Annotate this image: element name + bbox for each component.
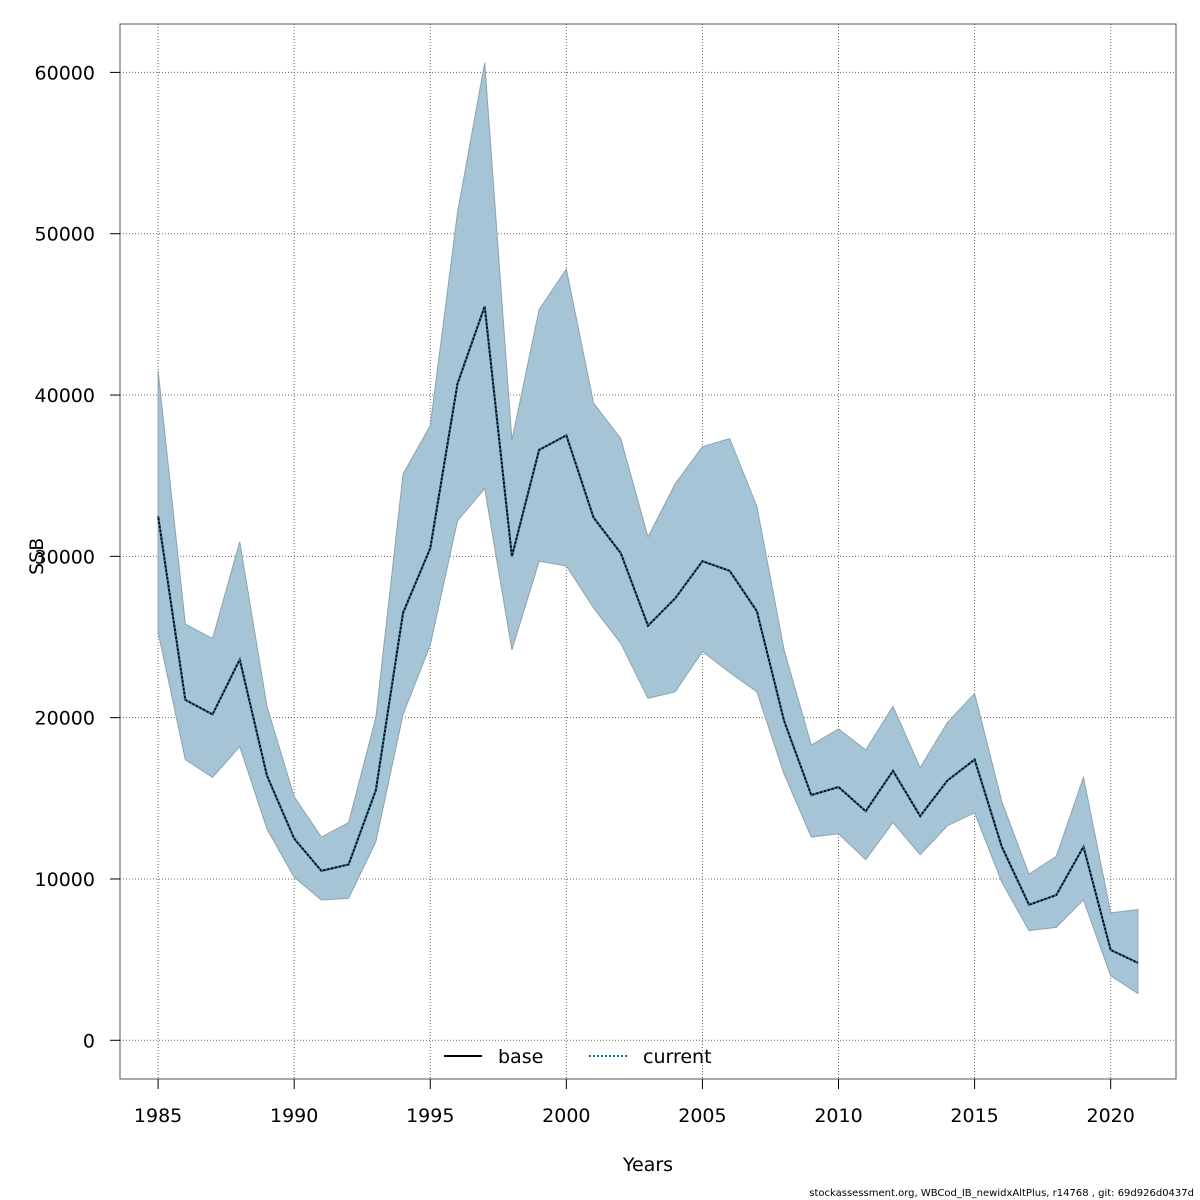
series-layer — [157, 305, 1139, 964]
x-axis-title: Years — [622, 1154, 673, 1176]
y-tick-label: 40000 — [35, 385, 95, 407]
legend-label-current: current — [643, 1046, 712, 1068]
y-tick-label: 30000 — [35, 546, 95, 568]
y-tick-label: 60000 — [35, 62, 95, 84]
legend-label-base: base — [498, 1046, 543, 1068]
x-tick-label: 1990 — [270, 1105, 318, 1127]
x-tick-label: 2010 — [814, 1105, 862, 1127]
footer-note: stockassessment.org, WBCod_IB_newidxAltP… — [809, 1188, 1194, 1199]
x-tick-label: 1985 — [134, 1105, 182, 1127]
confidence-band — [157, 62, 1139, 995]
y-tick-label: 0 — [83, 1030, 95, 1052]
series-line-current — [157, 305, 1139, 964]
x-tick-label: 2000 — [542, 1105, 590, 1127]
y-tick-label: 10000 — [35, 869, 95, 891]
x-tick-label: 2015 — [950, 1105, 998, 1127]
y-axis: 0 10000 20000 30000 40000 50000 60000 — [35, 62, 120, 1052]
x-tick-label: 2020 — [1087, 1105, 1135, 1127]
y-axis-title: SSB — [26, 538, 48, 575]
plot-frame — [119, 23, 1177, 1080]
y-tick-label: 50000 — [35, 224, 95, 246]
grid-lines — [120, 24, 1176, 1079]
y-tick-label: 20000 — [35, 708, 95, 730]
confidence-band-layer — [157, 62, 1139, 995]
x-tick-label: 1995 — [406, 1105, 454, 1127]
legend: base current — [444, 1046, 712, 1068]
x-tick-label: 2005 — [678, 1105, 726, 1127]
x-axis: 1985 1990 1995 2000 2005 2010 2015 2020 — [134, 1079, 1135, 1127]
